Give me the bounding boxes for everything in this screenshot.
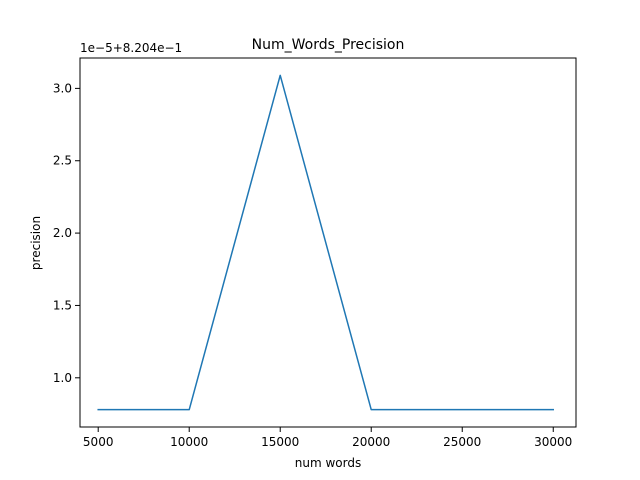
- y-tick-label: 1.0: [53, 371, 72, 385]
- y-offset-label: 1e−5+8.204e−1: [80, 41, 182, 55]
- y-tick-label: 2.0: [53, 226, 72, 240]
- y-tick-label: 3.0: [53, 81, 72, 95]
- series-layer: [97, 74, 554, 411]
- x-tick-label: 15000: [261, 435, 299, 449]
- plot-frame: [79, 57, 577, 428]
- y-axis-label: precision: [29, 216, 43, 270]
- x-tick-label: 25000: [443, 435, 481, 449]
- x-axis-label: num words: [295, 456, 361, 470]
- y-tick-label: 2.5: [53, 154, 72, 168]
- x-tick-label: 30000: [534, 435, 572, 449]
- series-line: [97, 74, 554, 411]
- y-tick-label: 1.5: [53, 298, 72, 312]
- x-tick-label: 5000: [83, 435, 114, 449]
- y-axis-ticks: 1.0 1.5 2.0 2.5 3.0: [53, 81, 80, 385]
- x-axis-ticks: 5000 10000 15000 20000 25000 30000: [83, 427, 572, 449]
- x-tick-label: 10000: [170, 435, 208, 449]
- x-tick-label: 20000: [352, 435, 390, 449]
- chart-title: Num_Words_Precision: [252, 37, 405, 53]
